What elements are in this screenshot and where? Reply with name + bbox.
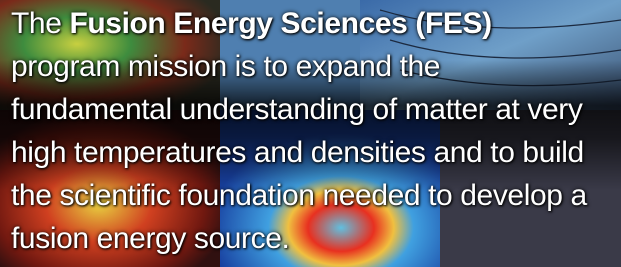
text-line: fundamental understanding of matter at v… [11,88,587,131]
banner: The Fusion Energy Sciences (FES) program… [0,0,621,267]
program-name: Fusion Energy Sciences (FES) [69,7,491,40]
text-line: program mission is to expand the [11,45,587,88]
mission-text: The Fusion Energy Sciences (FES) program… [11,2,587,260]
text-line: the scientific foundation needed to deve… [11,174,587,217]
heading-line: The Fusion Energy Sciences (FES) [11,2,587,45]
text-line: fusion energy source. [11,217,587,260]
text-line: high temperatures and densities and to b… [11,131,587,174]
lead: The [11,7,62,40]
